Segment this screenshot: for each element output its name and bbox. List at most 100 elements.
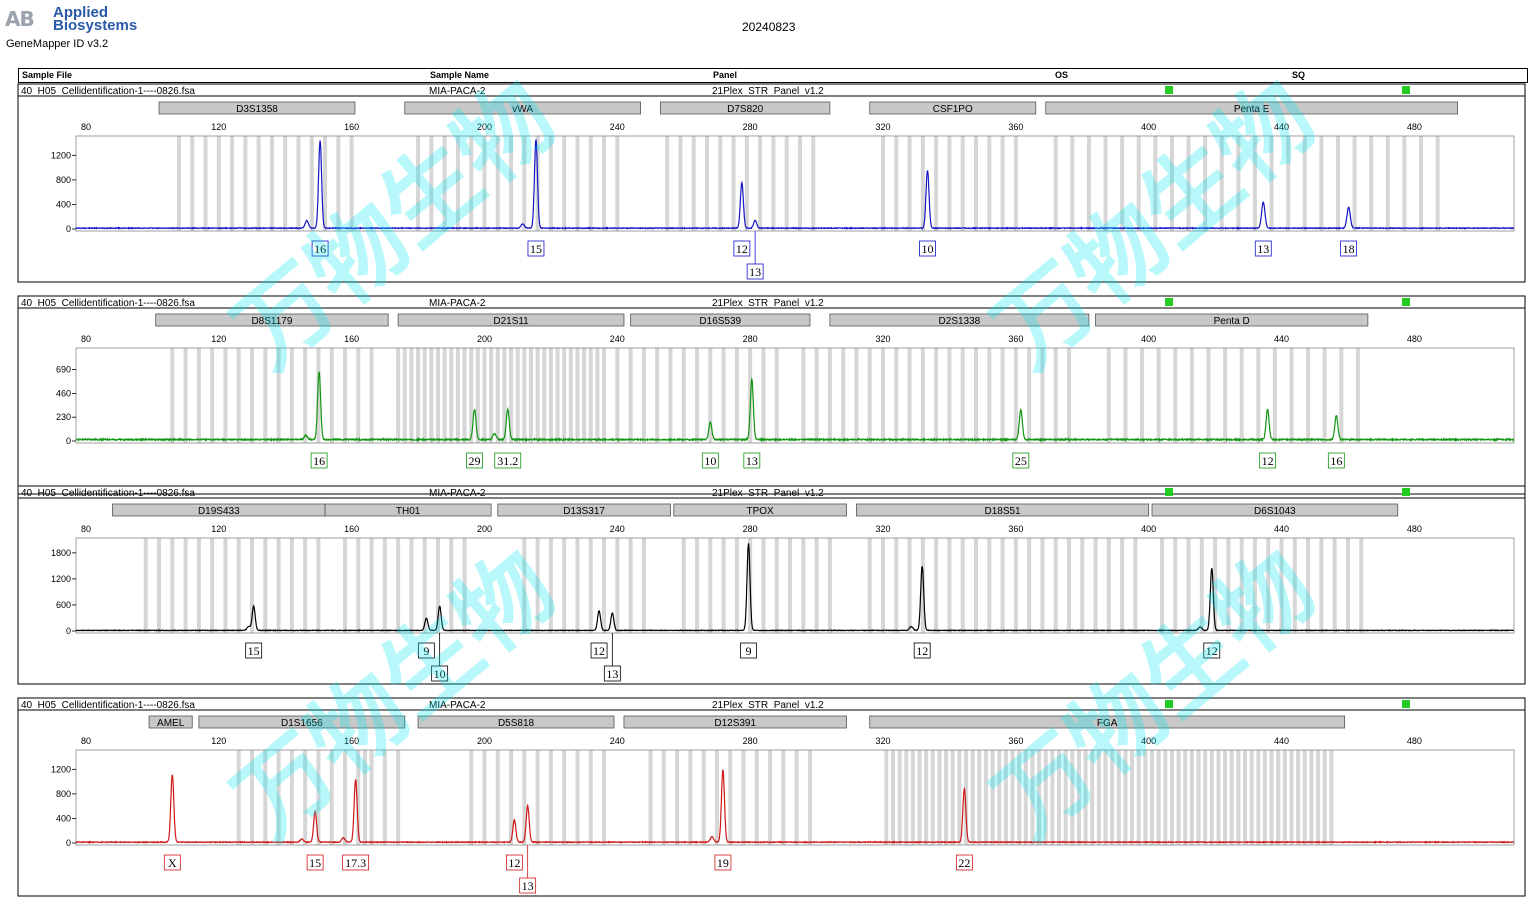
- marker-label: CSF1PO: [933, 104, 973, 115]
- allele-bin: [435, 348, 440, 443]
- y-tick-label: 460: [56, 388, 71, 398]
- x-tick-label: 400: [1141, 334, 1156, 344]
- allele-bin: [435, 538, 440, 633]
- allele-call-box: [505, 854, 523, 871]
- allele-bin: [950, 750, 955, 845]
- allele-bin: [1176, 750, 1181, 845]
- allele-call-box: [740, 642, 757, 659]
- allele-call-box: [714, 854, 732, 871]
- allele-bin: [1123, 750, 1128, 845]
- allele-bin: [303, 750, 308, 845]
- allele-bin: [841, 348, 846, 443]
- allele-bin: [1282, 750, 1287, 845]
- x-tick-label: 320: [875, 524, 890, 534]
- allele-bin: [276, 348, 281, 443]
- y-tick-label: 1200: [51, 764, 71, 774]
- allele-call-box: [590, 642, 608, 659]
- signal-trace-green: [75, 371, 1515, 443]
- allele-bin: [801, 538, 806, 633]
- allele-bin: [602, 348, 607, 443]
- allele-bin: [1017, 750, 1022, 845]
- allele-bin: [588, 348, 593, 443]
- allele-call-box: [1259, 452, 1276, 469]
- allele-bin: [1136, 136, 1141, 231]
- allele-bin: [1140, 348, 1145, 443]
- brand-line-2: Biosystems: [53, 17, 138, 34]
- x-tick-label: 480: [1407, 524, 1422, 534]
- allele-bin: [997, 750, 1002, 845]
- allele-bin: [369, 538, 374, 633]
- allele-bin: [947, 538, 952, 633]
- x-tick-label: 480: [1407, 122, 1422, 132]
- allele-bin: [555, 348, 560, 443]
- allele-bin: [1143, 750, 1148, 845]
- x-tick-label: 200: [477, 334, 492, 344]
- allele-bin: [595, 348, 600, 443]
- allele-bin: [881, 136, 886, 231]
- allele-call-box: [1203, 642, 1221, 659]
- x-tick-label: 400: [1141, 524, 1156, 534]
- x-tick-label: 480: [1407, 736, 1422, 746]
- marker-bar: [1151, 503, 1399, 517]
- x-tick-label: 360: [1008, 334, 1023, 344]
- panel-sample-file: 40_H05_Cellidentification-1----0826.fsa: [21, 700, 195, 711]
- allele-call-label: 15: [309, 856, 321, 870]
- allele-bin: [615, 136, 620, 231]
- marker-label: D5S818: [498, 718, 535, 729]
- allele-bin: [509, 750, 514, 845]
- allele-bin: [442, 348, 447, 443]
- allele-bin: [283, 136, 288, 231]
- allele-bin: [827, 348, 832, 443]
- x-tick-label: 440: [1274, 524, 1289, 534]
- allele-bin: [548, 750, 553, 845]
- allele-bin: [1256, 750, 1261, 845]
- panel-info-row: [17, 697, 1526, 711]
- allele-bin: [894, 348, 899, 443]
- allele-bin: [1203, 750, 1208, 845]
- allele-call-label: 12: [1206, 644, 1218, 658]
- x-tick-label: 160: [344, 736, 359, 746]
- marker-bar: [497, 503, 671, 517]
- allele-call-label: 25: [1015, 454, 1027, 468]
- allele-bin: [509, 136, 514, 231]
- marker-bar: [856, 503, 1150, 517]
- allele-bin: [1000, 538, 1005, 633]
- allele-bin: [422, 348, 427, 443]
- panel-info-row: [17, 485, 1526, 499]
- allele-bin: [276, 750, 281, 845]
- y-tick-label: 1200: [51, 150, 71, 160]
- allele-bin: [323, 136, 328, 231]
- allele-bin: [1269, 136, 1274, 231]
- allele-bin: [907, 538, 912, 633]
- allele-bin: [183, 538, 188, 633]
- x-tick-label: 240: [610, 736, 625, 746]
- marker-label: D12S391: [714, 718, 756, 729]
- x-tick-label: 280: [743, 524, 758, 534]
- allele-bin: [548, 136, 553, 231]
- allele-bin: [814, 348, 819, 443]
- allele-bin: [1040, 538, 1045, 633]
- allele-bin: [987, 538, 992, 633]
- allele-bin: [475, 348, 480, 443]
- allele-bin: [1106, 538, 1111, 633]
- allele-bin: [289, 538, 294, 633]
- marker-bar: [404, 101, 641, 115]
- marker-bar: [417, 715, 615, 729]
- allele-bin: [1116, 750, 1121, 845]
- allele-bin: [704, 136, 709, 231]
- allele-bin: [947, 136, 952, 231]
- marker-bar: [198, 715, 406, 729]
- app-version: GeneMapper ID v3.2: [6, 38, 109, 50]
- x-tick-label: 400: [1141, 122, 1156, 132]
- allele-bin: [349, 136, 354, 231]
- allele-bin: [416, 348, 421, 443]
- allele-bin: [210, 348, 215, 443]
- allele-bin: [1186, 136, 1191, 231]
- allele-bin: [1066, 348, 1071, 443]
- column-header-panel: Panel: [713, 70, 738, 80]
- allele-bin: [1385, 136, 1390, 231]
- allele-bin: [890, 750, 895, 845]
- allele-call-box: [310, 452, 328, 469]
- allele-bin: [575, 348, 580, 443]
